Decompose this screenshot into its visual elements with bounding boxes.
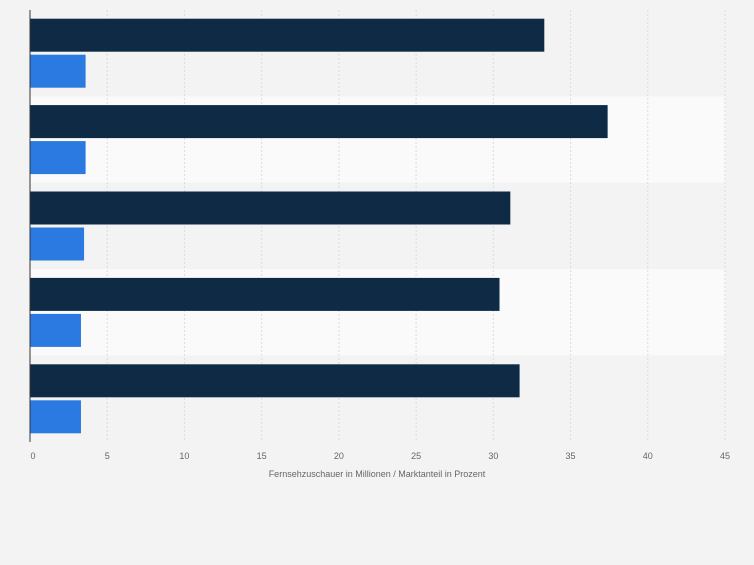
bar-series-2[interactable] (30, 227, 85, 261)
x-tick-label: 30 (488, 451, 498, 461)
bar-series-1[interactable] (30, 277, 500, 311)
bar-series-2[interactable] (30, 54, 86, 88)
bar-series-1[interactable] (30, 191, 511, 225)
bar-series-1[interactable] (30, 105, 608, 139)
x-tick-label: 40 (643, 451, 653, 461)
x-axis-label: Fernsehzuschauer in Millionen / Marktant… (269, 469, 486, 479)
x-tick-label: 25 (411, 451, 421, 461)
bar-series-2[interactable] (30, 313, 81, 347)
bar-series-2[interactable] (30, 141, 86, 175)
x-tick-label: 0 (30, 451, 35, 461)
x-tick-label: 10 (179, 451, 189, 461)
x-tick-label: 5 (105, 451, 110, 461)
bar-series-1[interactable] (30, 364, 520, 398)
x-tick-label: 35 (566, 451, 576, 461)
x-tick-label: 15 (257, 451, 267, 461)
x-tick-label: 20 (334, 451, 344, 461)
bar-series-2[interactable] (30, 400, 81, 434)
bar-series-1[interactable] (30, 18, 545, 52)
x-tick-label: 45 (720, 451, 730, 461)
